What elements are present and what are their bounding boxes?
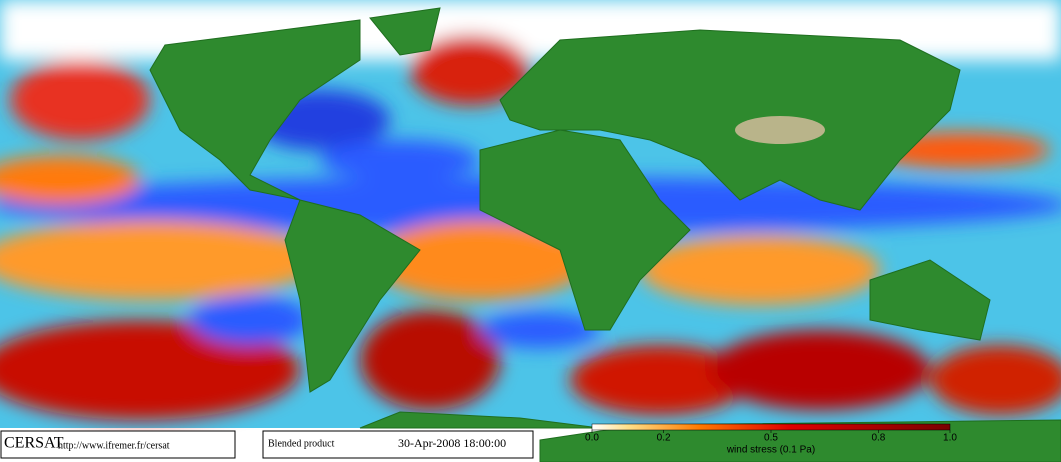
footer: CERSAT http://www.ifremer.fr/cersat Blen… bbox=[0, 430, 534, 459]
colorbar: wind stress (0.1 Pa) 0.0 0.2 0.5 0.8 1.0 bbox=[585, 423, 957, 456]
colorbar-label: wind stress (0.1 Pa) bbox=[726, 445, 815, 456]
logo-box bbox=[0, 430, 236, 459]
logo: CERSAT bbox=[4, 435, 64, 452]
colorbar-tick-label: 0.2 bbox=[657, 433, 671, 444]
product: Blended product bbox=[268, 438, 335, 449]
colorbar-tick-label: 0.5 bbox=[764, 433, 778, 444]
date: 30-Apr-2008 18:00:00 bbox=[398, 436, 506, 450]
colorbar-tick-label: 0.8 bbox=[871, 433, 885, 444]
product-box bbox=[262, 430, 534, 459]
url: http://www.ifremer.fr/cersat bbox=[58, 440, 170, 451]
colorbar-ramp bbox=[591, 423, 951, 431]
colorbar-tick-label: 1.0 bbox=[943, 433, 957, 444]
colorbar-tick-label: 0.0 bbox=[585, 433, 599, 444]
